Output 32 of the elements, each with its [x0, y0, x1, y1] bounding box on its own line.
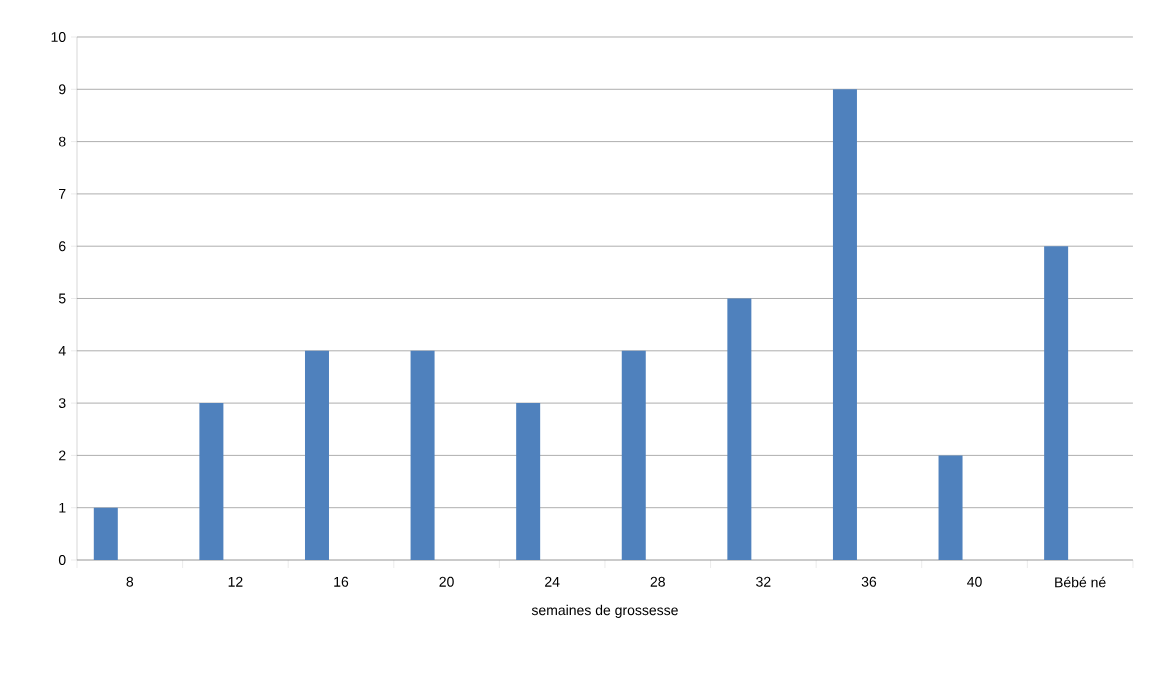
bar: [304, 350, 329, 560]
x-axis-title: semaines de grossesse: [531, 604, 678, 618]
x-tick-label: 16: [334, 576, 349, 587]
y-tick-label: 7: [59, 189, 66, 199]
bar: [93, 507, 118, 560]
bar: [516, 403, 541, 560]
bar: [727, 298, 752, 560]
y-tick-label: 2: [59, 450, 66, 461]
x-tick-label: 40: [967, 576, 982, 587]
x-tick-label: Bébé né: [1055, 576, 1106, 588]
y-tick-label: 6: [59, 241, 66, 252]
y-tick-label: 3: [58, 398, 66, 409]
x-tick-label: 24: [545, 576, 560, 587]
y-tick-label: 0: [58, 555, 66, 565]
y-tick-label: 8: [58, 136, 66, 147]
bar: [199, 403, 224, 560]
x-tick-label: 12: [228, 576, 243, 587]
x-tick-label: 32: [756, 576, 771, 587]
bar: [1044, 246, 1069, 560]
y-tick-label: 10: [51, 32, 66, 42]
bar: [938, 455, 963, 560]
x-tick-label: 20: [439, 576, 454, 587]
y-tick-label: 1: [59, 502, 66, 513]
y-tick-label: 5: [58, 293, 66, 304]
y-tick-label: 9: [59, 84, 66, 95]
x-tick-label: 28: [650, 576, 665, 587]
x-tick-label: 36: [861, 576, 877, 587]
x-tick-label: 8: [126, 576, 134, 587]
bar: [410, 350, 435, 560]
bar: [832, 89, 857, 560]
y-tick-label: 4: [58, 345, 66, 356]
bar: [621, 350, 646, 560]
